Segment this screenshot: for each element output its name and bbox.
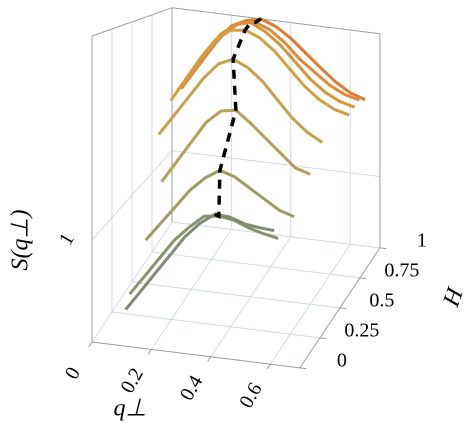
series-line (128, 214, 279, 296)
tick-mark (379, 247, 387, 250)
tick-mark (88, 341, 93, 348)
x-tick-label: 0.4 (176, 372, 208, 405)
x-axis-label: q⊥ (114, 396, 147, 422)
x-tick-label: 0.2 (116, 364, 148, 397)
h-axis-label: H (438, 283, 469, 311)
h-tick-label: 0.75 (384, 259, 419, 281)
peak-line (214, 17, 263, 219)
tick-mark (147, 349, 152, 355)
tick-mark (207, 356, 212, 362)
x-tick-label: 0 (61, 363, 85, 383)
series-line (180, 20, 361, 102)
y-tick-label: 1 (55, 229, 79, 249)
tick-mark (266, 363, 271, 370)
box-edge (91, 7, 173, 37)
tick-mark (339, 307, 347, 310)
h-tick-label: 0.5 (369, 289, 394, 311)
grid-line (171, 150, 380, 177)
tick-mark (359, 277, 367, 280)
series-line (175, 21, 356, 109)
tick-mark (319, 337, 327, 340)
series-line (157, 57, 324, 144)
grid-line (131, 281, 340, 309)
grid-line (91, 150, 173, 241)
grid-line (171, 221, 380, 249)
h-tick-label: 0.25 (344, 319, 379, 341)
grid-line (151, 251, 360, 279)
box-edge (171, 7, 380, 35)
tick-mark (299, 367, 307, 370)
h-tick-label: 0 (337, 349, 347, 371)
series-line (169, 28, 350, 117)
box-edge (91, 341, 300, 369)
series-line (124, 212, 275, 311)
series-line (160, 108, 311, 183)
y-axis-label: S(q⊥) (8, 210, 34, 271)
grid-line (111, 311, 320, 339)
x-tick-label: 0.6 (235, 379, 267, 412)
h-tick-label: 1 (417, 229, 427, 251)
series-line (185, 17, 366, 102)
